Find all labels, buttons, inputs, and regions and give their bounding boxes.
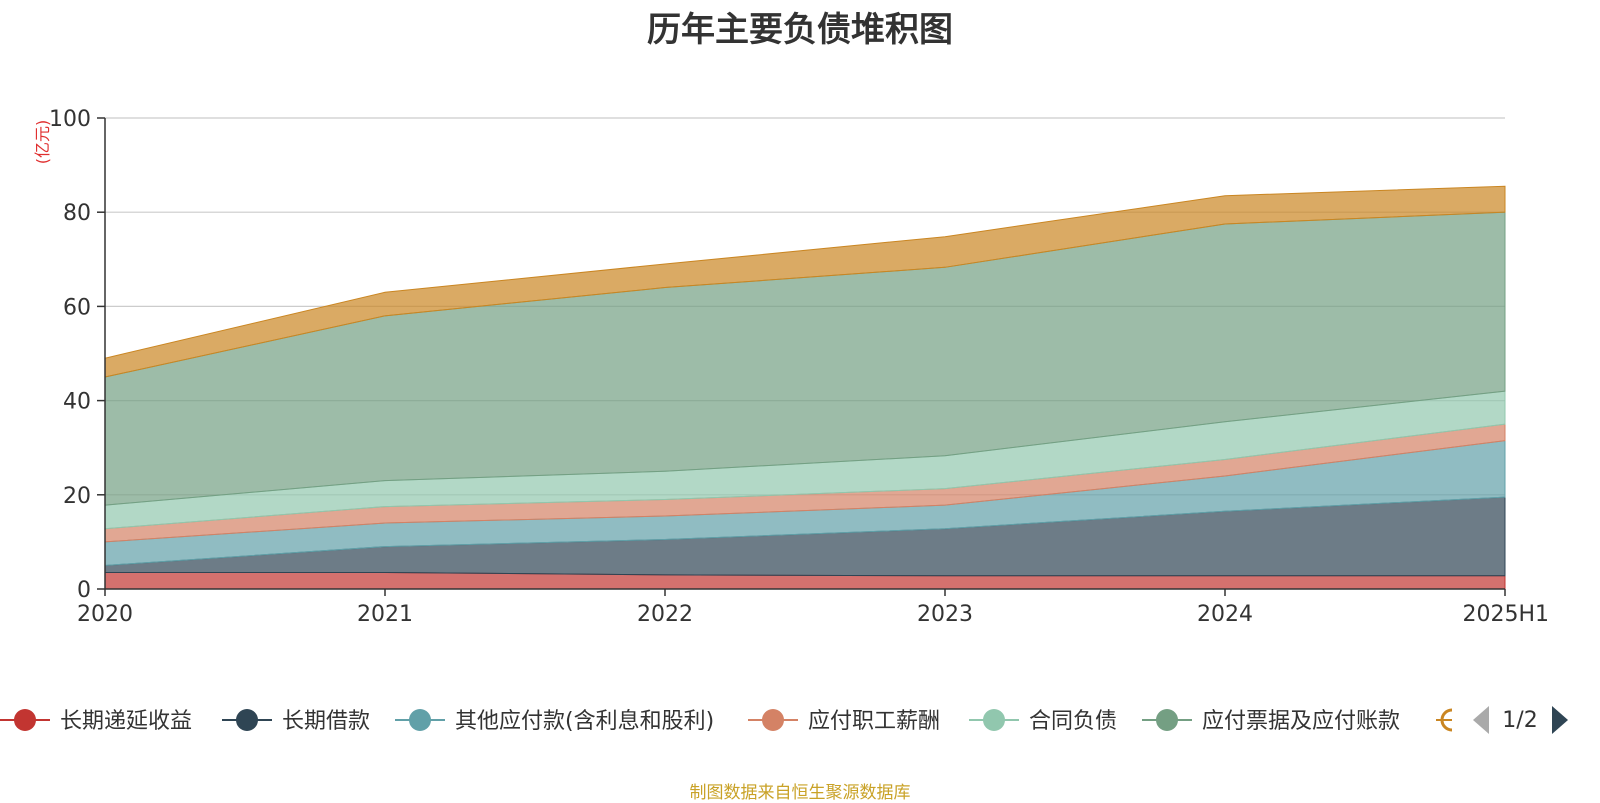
y-tick-label: 60 bbox=[63, 295, 91, 320]
area-series-6[interactable] bbox=[104, 185, 1506, 378]
x-tick-label: 2021 bbox=[357, 602, 413, 627]
legend-next-page-icon[interactable] bbox=[1552, 706, 1568, 734]
y-tick-label: 20 bbox=[63, 484, 91, 509]
legend-item-1[interactable]: 长期借款 bbox=[222, 709, 370, 734]
legend-label: 应付职工薪酬 bbox=[808, 709, 940, 734]
legend-item-4[interactable]: 合同负债 bbox=[969, 709, 1117, 734]
legend-label: 长期借款 bbox=[282, 709, 370, 734]
area-series bbox=[104, 185, 1506, 590]
legend-marker-icon bbox=[409, 709, 431, 731]
legend-pager: 1/2 bbox=[1473, 706, 1568, 734]
legend-prev-page-icon[interactable] bbox=[1473, 706, 1489, 734]
legend-marker-icon bbox=[14, 709, 36, 731]
legend-label: 其他应付款(含利息和股利) bbox=[455, 709, 714, 734]
legend-marker-icon bbox=[236, 709, 258, 731]
legend-marker-icon bbox=[1440, 708, 1453, 732]
x-tick-label: 2023 bbox=[917, 602, 973, 627]
x-tick-label: 2022 bbox=[637, 602, 693, 627]
y-tick-label: 40 bbox=[63, 390, 91, 415]
y-tick-label: 80 bbox=[63, 201, 91, 226]
legend-item-5[interactable]: 应付票据及应付账款 bbox=[1142, 709, 1400, 734]
legend-label: 合同负债 bbox=[1029, 709, 1117, 734]
legend-page-indicator: 1/2 bbox=[1502, 708, 1537, 733]
legend-item-3[interactable]: 应付职工薪酬 bbox=[748, 709, 940, 734]
legend-item-0[interactable]: 长期递延收益 bbox=[0, 709, 192, 734]
legend-marker-icon bbox=[1156, 709, 1178, 731]
data-source-note: 制图数据来自恒生聚源数据库 bbox=[689, 783, 911, 803]
chart-title: 历年主要负债堆积图 bbox=[647, 10, 953, 50]
legend-item-6[interactable] bbox=[1436, 708, 1453, 732]
y-tick-label: 100 bbox=[49, 107, 91, 132]
legend: 长期递延收益 长期借款 其他应付款(含利息和股利) 应付职工薪酬 合同负债 应付票据及应付… bbox=[0, 708, 1453, 734]
x-tick-label: 2020 bbox=[77, 602, 133, 627]
legend-marker-icon bbox=[983, 709, 1005, 731]
x-tick-label: 2025H1 bbox=[1462, 602, 1549, 627]
legend-item-2[interactable]: 其他应付款(含利息和股利) bbox=[395, 709, 714, 734]
legend-label: 应付票据及应付账款 bbox=[1202, 709, 1400, 734]
y-tick-label: 0 bbox=[77, 578, 91, 603]
y-axis-unit-label: (亿元) bbox=[33, 120, 52, 165]
legend-marker-icon bbox=[762, 709, 784, 731]
axes bbox=[104, 118, 1505, 590]
x-tick-label: 2024 bbox=[1197, 602, 1253, 627]
tick-labels: 0 20 40 60 80 100 2020 2021 2022 2023 2024 2025H1 bbox=[49, 107, 1549, 627]
legend-label: 长期递延收益 bbox=[60, 709, 192, 734]
